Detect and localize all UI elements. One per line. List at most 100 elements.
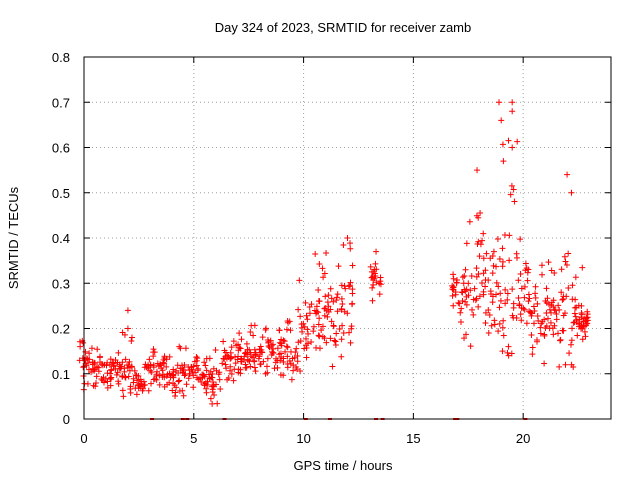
data-point [177,365,184,372]
data-point [463,293,470,300]
data-point [219,360,226,367]
x-axis-label: GPS time / hours [294,458,393,473]
data-point [250,332,257,339]
data-point [80,364,87,371]
data-point [509,286,516,293]
data-point [188,366,195,373]
data-point [347,245,354,252]
y-tick-label: 0.8 [52,50,70,65]
data-point [455,299,462,306]
data-point [150,353,157,360]
data-point [150,362,157,369]
data-point [334,291,341,298]
y-tick-label: 0.3 [52,276,70,291]
data-point [498,117,505,124]
data-point [529,310,536,317]
data-point [338,353,345,360]
data-point [514,138,521,145]
data-points [76,99,591,407]
data-point [373,279,380,286]
data-point [265,338,272,345]
data-point [122,356,129,363]
data-point [493,291,500,298]
data-point [496,320,503,327]
data-point [295,339,302,346]
data-point [572,313,579,320]
data-point [280,337,287,344]
data-point [145,387,152,394]
data-point [489,293,496,300]
data-point [85,359,92,366]
data-point [211,391,218,398]
data-point [302,299,309,306]
data-point [126,358,133,365]
data-point [131,367,138,374]
data-point [236,344,243,351]
data-point [119,372,126,379]
data-point [525,298,532,305]
data-point [130,375,137,382]
data-point [198,379,205,386]
data-point [506,257,513,264]
data-point [251,322,258,329]
plot-frame [83,56,612,420]
data-point [213,367,220,374]
data-point [457,309,464,316]
data-point [251,358,258,365]
data-point [238,336,245,343]
data-point [333,294,340,301]
data-point [251,346,258,353]
data-point [500,158,507,165]
data-point [163,363,170,370]
data-point [474,240,481,247]
data-point [452,291,459,298]
data-point [115,380,122,387]
data-point [500,317,507,324]
data-point [510,314,517,321]
data-point [112,365,119,372]
data-point [216,369,223,376]
data-point [243,340,250,347]
data-point [140,378,147,385]
data-point [321,305,328,312]
data-point [547,319,554,326]
data-point [562,361,569,368]
data-point [467,287,474,294]
data-point [306,310,313,317]
data-point [318,327,325,334]
data-point [491,321,498,328]
data-point [319,323,326,330]
data-point [264,355,271,362]
data-point [480,291,487,298]
data-point [510,186,517,193]
data-point [82,348,89,355]
data-point [471,285,478,292]
data-point [175,378,182,385]
data-point [324,313,331,320]
data-point [555,302,562,309]
data-point [538,262,545,269]
data-point [325,292,332,299]
data-point [310,323,317,330]
data-point [544,315,551,322]
data-point [222,361,229,368]
data-point [244,350,251,357]
data-point [315,298,322,305]
data-point [537,330,544,337]
data-point [247,349,254,356]
data-point [252,368,259,375]
data-point [170,366,177,373]
data-point [338,282,345,289]
data-point [340,242,347,249]
data-point [104,378,111,385]
data-point [584,308,591,315]
data-point [347,339,354,346]
data-point [313,303,320,310]
data-point [319,265,326,272]
data-point [562,258,569,265]
data-point [493,279,500,286]
data-point [489,299,496,306]
data-point [568,337,575,344]
data-point [89,365,96,372]
data-point [236,330,243,337]
